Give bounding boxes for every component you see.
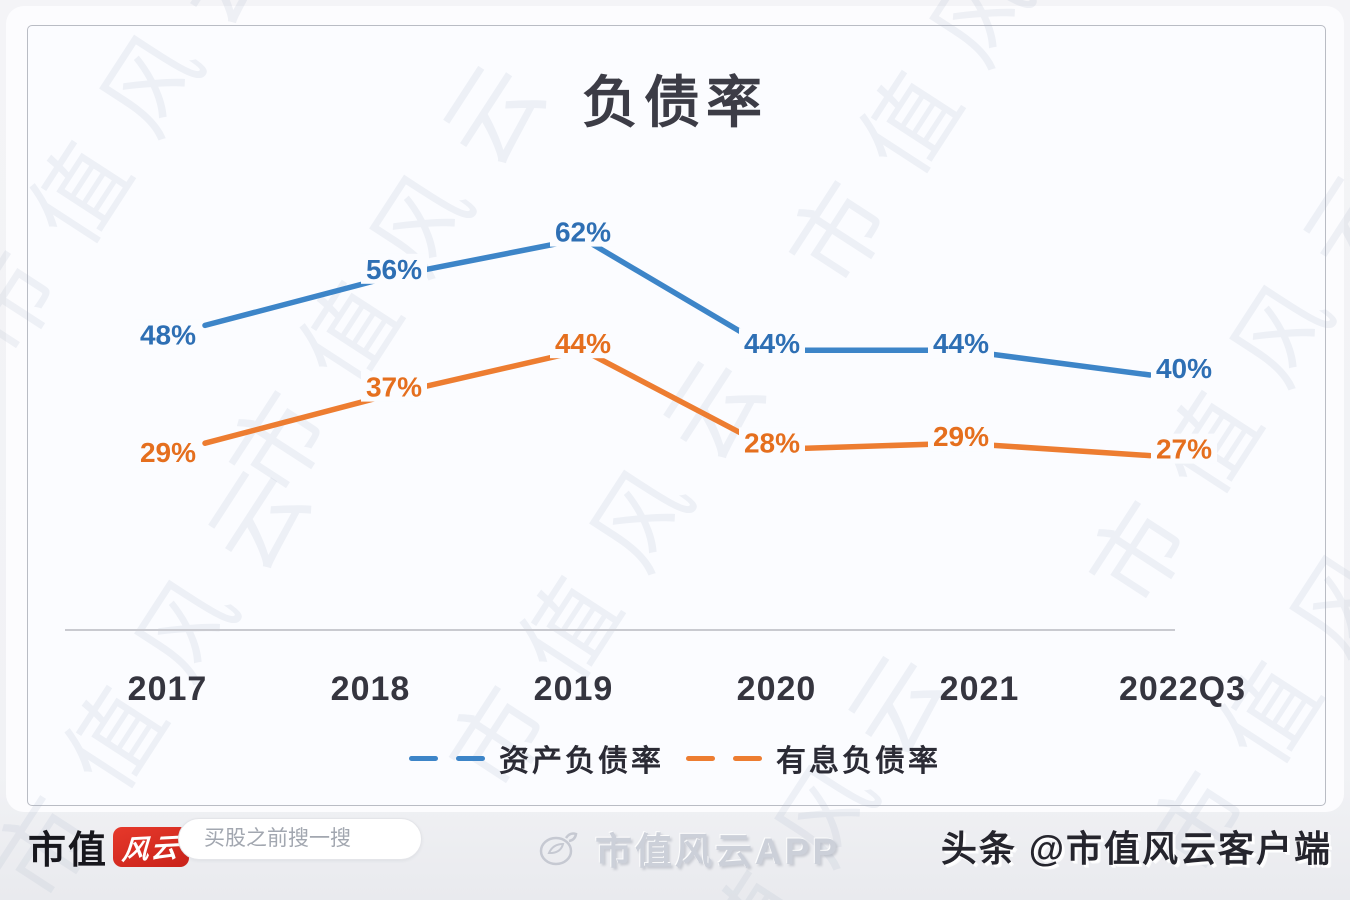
data-label: 48% (140, 319, 196, 350)
x-axis-label: 2017 (127, 670, 208, 708)
data-label-bg (361, 253, 427, 284)
brand-prefix: 市值 (28, 830, 109, 872)
legend-label: 有息负债率 (776, 745, 941, 778)
data-label-bg (1151, 433, 1217, 464)
x-axis-label: 2018 (330, 670, 411, 708)
legend-label: 资产负债率 (499, 745, 664, 778)
chart-legend: 资产负债率 有息负债率 (0, 736, 1350, 780)
data-label-bg (361, 371, 427, 402)
toutiao-credit: 头条 @市值风云客户端 (940, 828, 1332, 869)
data-label: 29% (140, 437, 196, 468)
legend-marker-orange-icon (686, 755, 762, 761)
app-watermark-label: 市值风云APP (595, 831, 841, 872)
data-label-bg (135, 437, 201, 468)
legend-item-assets: 资产负债率 (409, 736, 664, 780)
data-label-bg (1151, 353, 1217, 383)
brand-box-label: 风云 (120, 832, 181, 866)
x-axis-label: 2021 (939, 670, 1020, 708)
legend-item-interest: 有息负债率 (686, 736, 941, 780)
chart-card (27, 25, 1326, 806)
x-axis-labels: 2017 2018 2019 2020 2021 2022Q3 (66, 670, 1284, 709)
chart-title: 负债率 (582, 73, 768, 135)
data-label-bg (928, 421, 994, 452)
data-label: 37% (366, 372, 422, 403)
app-logo-icon (539, 832, 578, 866)
data-label: 40% (1156, 353, 1212, 384)
footer-bar: 市值 风云 市值风云APP 头条 @市值风云客户端 (0, 805, 1350, 900)
app-watermark: 市值风云APP (536, 821, 840, 875)
data-label-bg (739, 328, 805, 359)
series-line-1 (202, 347, 1153, 459)
data-label-bg (135, 319, 201, 350)
search-pill[interactable] (178, 818, 477, 860)
series-line-0 (202, 235, 1153, 378)
legend-marker-blue-icon (409, 755, 485, 761)
data-label-bg (928, 328, 994, 359)
data-label: 27% (1156, 434, 1212, 465)
data-label-bg (550, 216, 616, 247)
data-label: 44% (555, 328, 611, 359)
x-axis-label: 2020 (736, 670, 817, 708)
data-label: 44% (744, 328, 800, 359)
brand-logo[interactable]: 市值 风云 (28, 819, 190, 874)
data-label-bg (739, 427, 805, 458)
data-label: 28% (744, 427, 800, 458)
data-label: 62% (555, 217, 611, 248)
data-label: 44% (933, 328, 989, 359)
x-axis-label: 2022Q3 (1119, 670, 1246, 708)
data-label: 56% (366, 254, 422, 285)
data-label: 29% (933, 421, 989, 452)
search-input[interactable] (202, 826, 477, 852)
data-label-bg (550, 328, 616, 359)
brand-box: 风云 (113, 826, 190, 867)
x-axis-label: 2019 (533, 670, 614, 708)
